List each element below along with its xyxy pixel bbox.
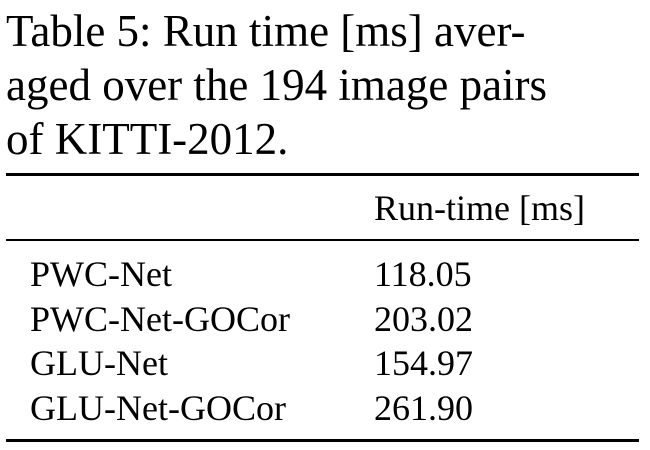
runtime-value: 261.90 [374,388,473,428]
caption-line: aged over the 194 image pairs [6,60,548,110]
table-row: GLU-Net 154.97 [0,341,650,385]
table-caption: Table 5: Run time [ms] aver- aged over t… [6,4,646,166]
runtime-value: 154.97 [374,343,473,383]
table-row: GLU-Net-GOCor 261.90 [0,386,650,430]
column-header-runtime: Run-time [ms] [374,188,585,228]
method-name: PWC-Net [30,254,172,294]
table-row: PWC-Net-GOCor 203.02 [0,297,650,341]
method-name: PWC-Net-GOCor [30,299,290,339]
table-row: PWC-Net 118.05 [0,252,650,296]
table-header-rule [6,239,639,241]
caption-line: Table 5: Run time [ms] aver- [6,6,526,56]
method-name: GLU-Net-GOCor [30,388,286,428]
table-bottom-rule [6,439,639,442]
runtime-value: 203.02 [374,299,473,339]
caption-line: of KITTI-2012. [6,114,289,164]
method-name: GLU-Net [30,343,168,383]
runtime-value: 118.05 [374,254,472,294]
table-top-rule [6,173,639,176]
